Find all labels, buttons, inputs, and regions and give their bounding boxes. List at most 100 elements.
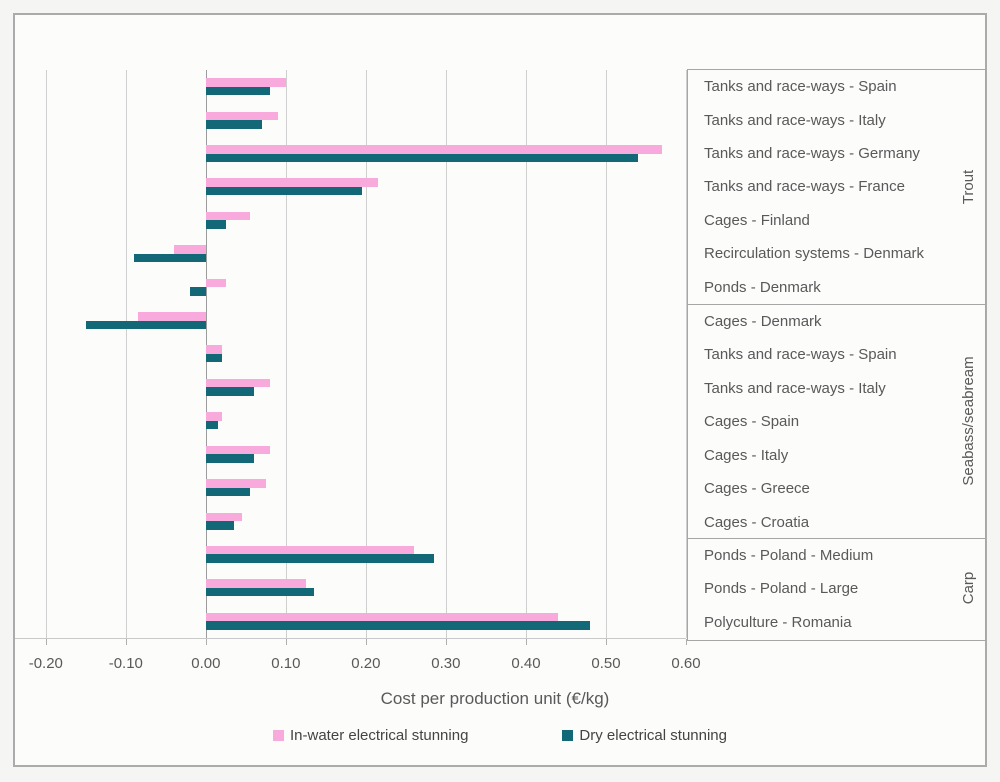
axis-tick-label: -0.20 <box>28 655 63 672</box>
category-label: Tanks and race-ways - Italy <box>704 379 886 397</box>
bar-in-water <box>205 78 286 87</box>
axis-tick-label: 0.60 <box>671 655 701 672</box>
legend-swatch-icon <box>273 730 284 741</box>
axis-tick <box>606 639 607 645</box>
bar-in-water <box>205 612 558 622</box>
group-name-label: Carp <box>960 572 977 605</box>
bar-dry <box>205 621 590 630</box>
bar-row <box>15 404 686 437</box>
bar-dry <box>85 320 206 330</box>
category-label: Cages - Italy <box>704 446 789 464</box>
category-label: Polyculture - Romania <box>704 613 852 631</box>
bar-in-water <box>205 111 278 121</box>
bar-dry <box>205 86 270 96</box>
bar-in-water <box>205 178 378 187</box>
label-group-trout: Tanks and race-ways - Spain Tanks and rac… <box>688 70 985 304</box>
axis-tick-label: 0.10 <box>271 655 301 672</box>
axis-tick <box>125 639 127 645</box>
bar-in-water <box>205 378 270 388</box>
bar-in-water <box>205 579 306 588</box>
category-label: Tanks and race-ways - Germany <box>704 145 920 163</box>
category-label: Recirculation systems - Denmark <box>704 245 925 263</box>
legend-label: Dry electrical stunning <box>579 727 727 744</box>
bar-row <box>15 70 686 103</box>
bar-row <box>15 504 686 537</box>
group-name-label: Seabass/seabream <box>960 356 977 486</box>
bar-row <box>15 371 686 404</box>
axis-tick-label: 0.30 <box>431 655 461 672</box>
bar-in-water <box>205 211 250 221</box>
axis-tick-label: -0.10 <box>108 655 143 672</box>
bar-dry <box>205 420 218 430</box>
category-label: Ponds - Poland - Medium <box>704 546 874 564</box>
category-label: Cages - Finland <box>704 211 810 229</box>
bar-in-water <box>205 412 222 421</box>
axis-tick <box>45 639 47 645</box>
gridline <box>45 70 47 638</box>
bar-row <box>15 605 686 638</box>
legend: In-water electrical stunning Dry electric… <box>15 727 985 744</box>
bar-in-water <box>205 345 222 354</box>
axis-tick-label: 0.20 <box>351 655 381 672</box>
bar-dry <box>133 253 206 263</box>
bar-row <box>15 237 686 270</box>
gridline <box>285 70 287 638</box>
bar-in-water <box>205 278 226 288</box>
plot-area <box>15 70 687 639</box>
chart-frame: -0.20 -0.10 0.00 0.10 0.20 0.30 0.40 0.50 0.60 C… <box>13 13 987 767</box>
axis-tick-label: 0.40 <box>511 655 541 672</box>
bar-in-water <box>205 145 662 154</box>
bar-row <box>15 204 686 237</box>
bar-row <box>15 538 686 571</box>
bar-row <box>15 304 686 337</box>
legend-item: In-water electrical stunning <box>273 727 468 744</box>
category-label: Cages - Denmark <box>704 313 822 331</box>
bar-dry <box>205 353 222 363</box>
category-label: Tanks and race-ways - Italy <box>704 111 886 129</box>
bar-dry <box>205 186 362 196</box>
bar-dry <box>205 587 314 597</box>
group-name-label: Trout <box>960 169 977 205</box>
bar-row <box>15 170 686 203</box>
category-label: Cages - Spain <box>704 413 800 431</box>
bar-row <box>15 337 686 370</box>
label-group-seabass-seabream: Cages - Denmark Tanks and race-ways - Spa… <box>688 303 985 538</box>
gridline <box>125 70 127 638</box>
axis-tick <box>205 639 207 645</box>
gridline <box>365 70 367 638</box>
category-label: Tanks and race-ways - France <box>704 178 905 196</box>
bar-dry <box>205 120 262 129</box>
axis-tick <box>365 639 367 645</box>
x-axis-title: Cost per production unit (€/kg) <box>380 689 610 708</box>
label-group-carp: Ponds - Poland - Medium Ponds - Poland - … <box>688 537 985 638</box>
axis-tick-label: 0.50 <box>591 655 621 672</box>
bar-dry <box>205 153 638 163</box>
gridline <box>606 70 607 638</box>
bar-row <box>15 438 686 471</box>
axis-tick <box>686 639 687 645</box>
bar-in-water <box>205 545 414 555</box>
bar-in-water <box>173 245 206 254</box>
bar-row <box>15 571 686 604</box>
bar-dry <box>189 287 206 296</box>
bar-in-water <box>137 312 206 321</box>
category-label: Cages - Greece <box>704 480 810 498</box>
bar-dry <box>205 554 434 563</box>
bar-dry <box>205 454 254 463</box>
bar-dry <box>205 487 250 497</box>
gridline <box>445 70 447 638</box>
bar-row <box>15 471 686 504</box>
gridline <box>526 70 527 638</box>
category-label: Ponds - Poland - Large <box>704 580 859 598</box>
category-label: Tanks and race-ways - Spain <box>704 346 897 364</box>
axis-tick-label: 0.00 <box>191 655 221 672</box>
legend-swatch-icon <box>562 730 574 741</box>
axis-tick <box>526 639 527 645</box>
axis-tick <box>285 639 287 645</box>
bar-in-water <box>205 445 270 455</box>
category-label: Ponds - Denmark <box>704 278 821 296</box>
legend-item: Dry electrical stunning <box>562 727 727 744</box>
bar-in-water <box>205 479 266 488</box>
bar-dry <box>205 521 234 530</box>
bar-row <box>15 270 686 303</box>
